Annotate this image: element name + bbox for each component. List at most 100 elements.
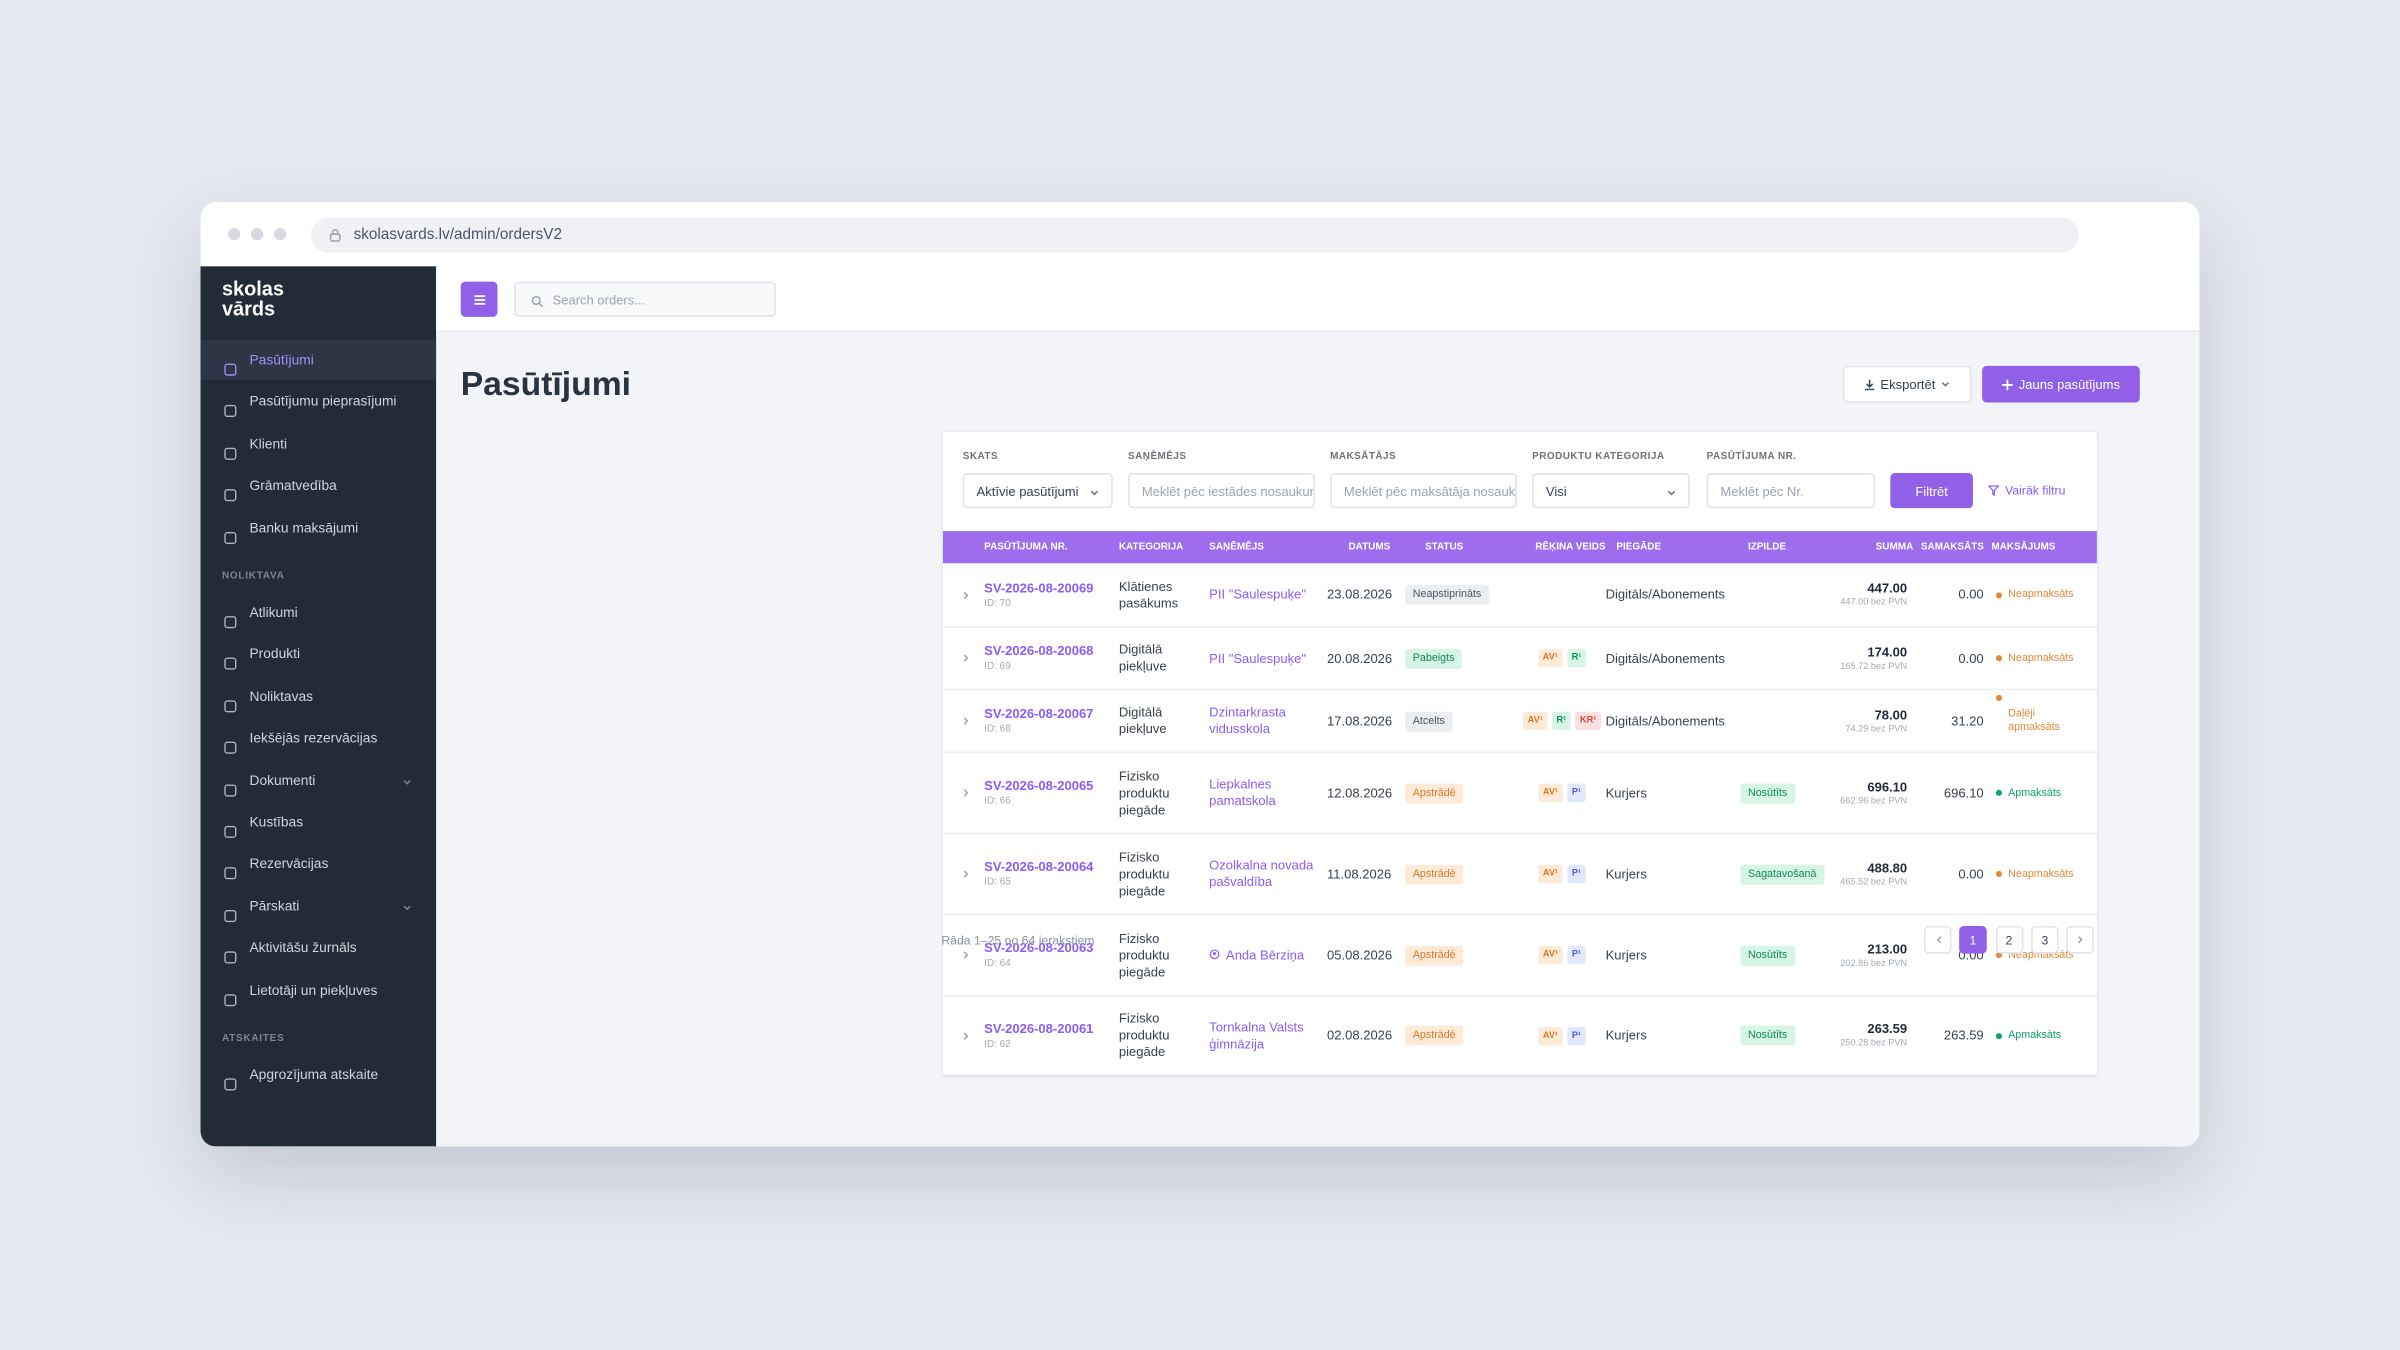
- recipient-link[interactable]: Tornkalna Valsts ģimnāzija: [1209, 1019, 1325, 1053]
- invoice-badge: AV¹: [1538, 783, 1563, 803]
- nav-item[interactable]: Atlikumi: [201, 592, 437, 632]
- more-filters[interactable]: Vairāk filtru: [1988, 473, 2065, 508]
- nav-item[interactable]: Grāmatvedība: [201, 466, 437, 506]
- page-button[interactable]: 1: [1959, 926, 1987, 954]
- sum: 488.80 465.52 bez PVN: [1800, 834, 1907, 914]
- export-button[interactable]: Eksportēt: [1842, 365, 1972, 403]
- nav-chevron: [403, 886, 412, 926]
- nav-item[interactable]: Pārskati: [201, 886, 437, 926]
- chevron-right[interactable]: [963, 654, 971, 663]
- nav-item[interactable]: Pasūtījumu pieprasījumi: [201, 382, 437, 422]
- order-id: ID: 64: [984, 958, 1011, 969]
- chevron-right[interactable]: [963, 1031, 971, 1040]
- recipient-link[interactable]: PII "Saulespuķe": [1209, 650, 1325, 667]
- date: 20.08.2026: [1327, 628, 1404, 689]
- recipient-link[interactable]: Liepkalnes pamatskola: [1209, 776, 1325, 810]
- chevron-right[interactable]: [963, 590, 971, 599]
- filter-input[interactable]: Meklēt pēc maksātāja nosaukuma: [1330, 472, 1517, 509]
- url-text: skolasvards.lv/admin/ordersV2: [353, 226, 562, 244]
- category: Fizisko produktu piegāde: [1119, 996, 1199, 1074]
- order-link[interactable]: SV-2026-08-20064: [984, 858, 1094, 874]
- page-button[interactable]: 2: [1995, 926, 2023, 954]
- nav-item[interactable]: Banku maksājumi: [201, 508, 437, 548]
- delivery-text: Kurjers: [1605, 946, 1647, 962]
- icon: [224, 616, 237, 629]
- main: Search orders... Pasūtījumi Eksportēt Ja…: [436, 266, 2200, 1147]
- chevron-right[interactable]: [963, 716, 971, 725]
- sum-value: 263.59: [1867, 1020, 1908, 1037]
- filter-label: MAKSĀTĀJS: [1330, 451, 1397, 463]
- order-row[interactable]: SV-2026-08-20069 ID: 70 Klātienes pasākums…: [942, 563, 2097, 628]
- order-link[interactable]: SV-2026-08-20061: [984, 1020, 1094, 1036]
- filter-select[interactable]: Aktīvie pasūtījumi: [962, 472, 1113, 509]
- invoice-badge: AV¹: [1538, 864, 1563, 884]
- date: 05.08.2026: [1327, 915, 1404, 995]
- recipient-link[interactable]: Anda Bērziņa: [1209, 947, 1325, 964]
- next-page[interactable]: [2066, 926, 2094, 954]
- expand: [963, 628, 975, 689]
- recipient: Liepkalnes pamatskola: [1209, 753, 1325, 833]
- expand: [963, 563, 975, 626]
- filter-select[interactable]: Visi: [1532, 472, 1690, 509]
- filter-input[interactable]: Meklēt pēc Nr.: [1706, 472, 1875, 509]
- select-value: Aktīvie pasūtījumi: [976, 483, 1079, 499]
- order-row[interactable]: SV-2026-08-20065 ID: 66 Fizisko produktu p…: [942, 753, 2097, 835]
- payment-dot: [1995, 789, 2003, 796]
- nav-item[interactable]: Lietotāji un piekļuves: [201, 970, 437, 1010]
- chevron-right[interactable]: [963, 869, 971, 878]
- expand: [963, 996, 975, 1074]
- order-link[interactable]: SV-2026-08-20065: [984, 777, 1094, 793]
- order-link[interactable]: SV-2026-08-20069: [984, 579, 1094, 595]
- nav-item[interactable]: Apgrozījuma atskaite: [201, 1055, 437, 1095]
- chevron-right[interactable]: [963, 788, 971, 797]
- order-row[interactable]: SV-2026-08-20064 ID: 65 Fizisko produktu p…: [942, 834, 2097, 916]
- icon: [224, 783, 237, 796]
- nav-item[interactable]: Dokumenti: [201, 760, 437, 800]
- recipient: PII "Saulespuķe": [1209, 628, 1325, 689]
- new-order-button[interactable]: Jauns pasūtījums: [1982, 365, 2140, 403]
- nav-item[interactable]: Klienti: [201, 424, 437, 464]
- prev-page[interactable]: [1923, 926, 1952, 954]
- order-link[interactable]: SV-2026-08-20067: [984, 705, 1094, 721]
- order-link[interactable]: SV-2026-08-20068: [984, 642, 1094, 659]
- recipient-link[interactable]: PII "Saulespuķe": [1209, 586, 1325, 603]
- address-bar[interactable]: skolasvards.lv/admin/ordersV2: [310, 217, 2079, 253]
- nav-item[interactable]: Produkti: [201, 634, 437, 674]
- recipient-link[interactable]: Ozolkalna novada pašvaldība: [1209, 857, 1325, 891]
- nav-item[interactable]: Aktivitāšu žurnāls: [201, 928, 437, 968]
- status: Apstrādē: [1405, 753, 1512, 833]
- payment: Neapmaksāts: [1991, 563, 2083, 626]
- nav-item[interactable]: Pasūtījumi: [200, 339, 437, 380]
- page-button[interactable]: 3: [2031, 926, 2059, 954]
- order-link[interactable]: SV-2026-08-20063: [984, 939, 1094, 956]
- chevron-right[interactable]: [963, 951, 971, 960]
- nav-item[interactable]: Noliktavas: [201, 676, 437, 716]
- menu-button[interactable]: [460, 281, 498, 317]
- expand: [963, 753, 975, 833]
- search-input[interactable]: Search orders...: [514, 281, 777, 317]
- order-row[interactable]: SV-2026-08-20068 ID: 69 Digitālā piekļuve P…: [942, 628, 2097, 691]
- payment: Daļēji apmaksāts: [1991, 690, 2083, 751]
- sum: 213.00 202.86 bez PVN: [1800, 915, 1907, 995]
- order-row[interactable]: SV-2026-08-20067 ID: 68 Digitālā piekļuve D…: [942, 690, 2097, 754]
- nav-item[interactable]: Rezervācijas: [201, 844, 437, 884]
- filter-button[interactable]: Filtrēt: [1890, 472, 1973, 509]
- payment-text: Neapmaksāts: [2008, 589, 2074, 600]
- chevron: [1667, 490, 1676, 496]
- filter-icon: [1988, 485, 1999, 496]
- order-id: ID: 69: [984, 661, 1011, 672]
- nav-label: Rezervācijas: [249, 856, 329, 872]
- paid: 0.00: [1907, 563, 1983, 626]
- fulfillment-badge: Nosūtīts: [1740, 945, 1795, 966]
- order-row[interactable]: SV-2026-08-20063 ID: 64 Fizisko produktu p…: [942, 915, 2097, 997]
- fulfillment: Nosūtīts: [1740, 915, 1847, 995]
- nav-icon: [223, 520, 237, 560]
- filter-input[interactable]: Meklēt pēc iestādes nosaukuma: [1128, 472, 1315, 509]
- nav-label: Iekšējās rezervācijas: [249, 730, 378, 746]
- nav-item[interactable]: Iekšējās rezervācijas: [201, 718, 437, 758]
- recipient-link[interactable]: Dzintarkrasta vidusskola: [1209, 704, 1325, 738]
- order-row[interactable]: SV-2026-08-20061 ID: 62 Fizisko produktu p…: [942, 996, 2097, 1077]
- nav-item[interactable]: Kustības: [201, 802, 437, 842]
- nav-icon: [223, 730, 237, 770]
- nav-icon: [223, 772, 237, 812]
